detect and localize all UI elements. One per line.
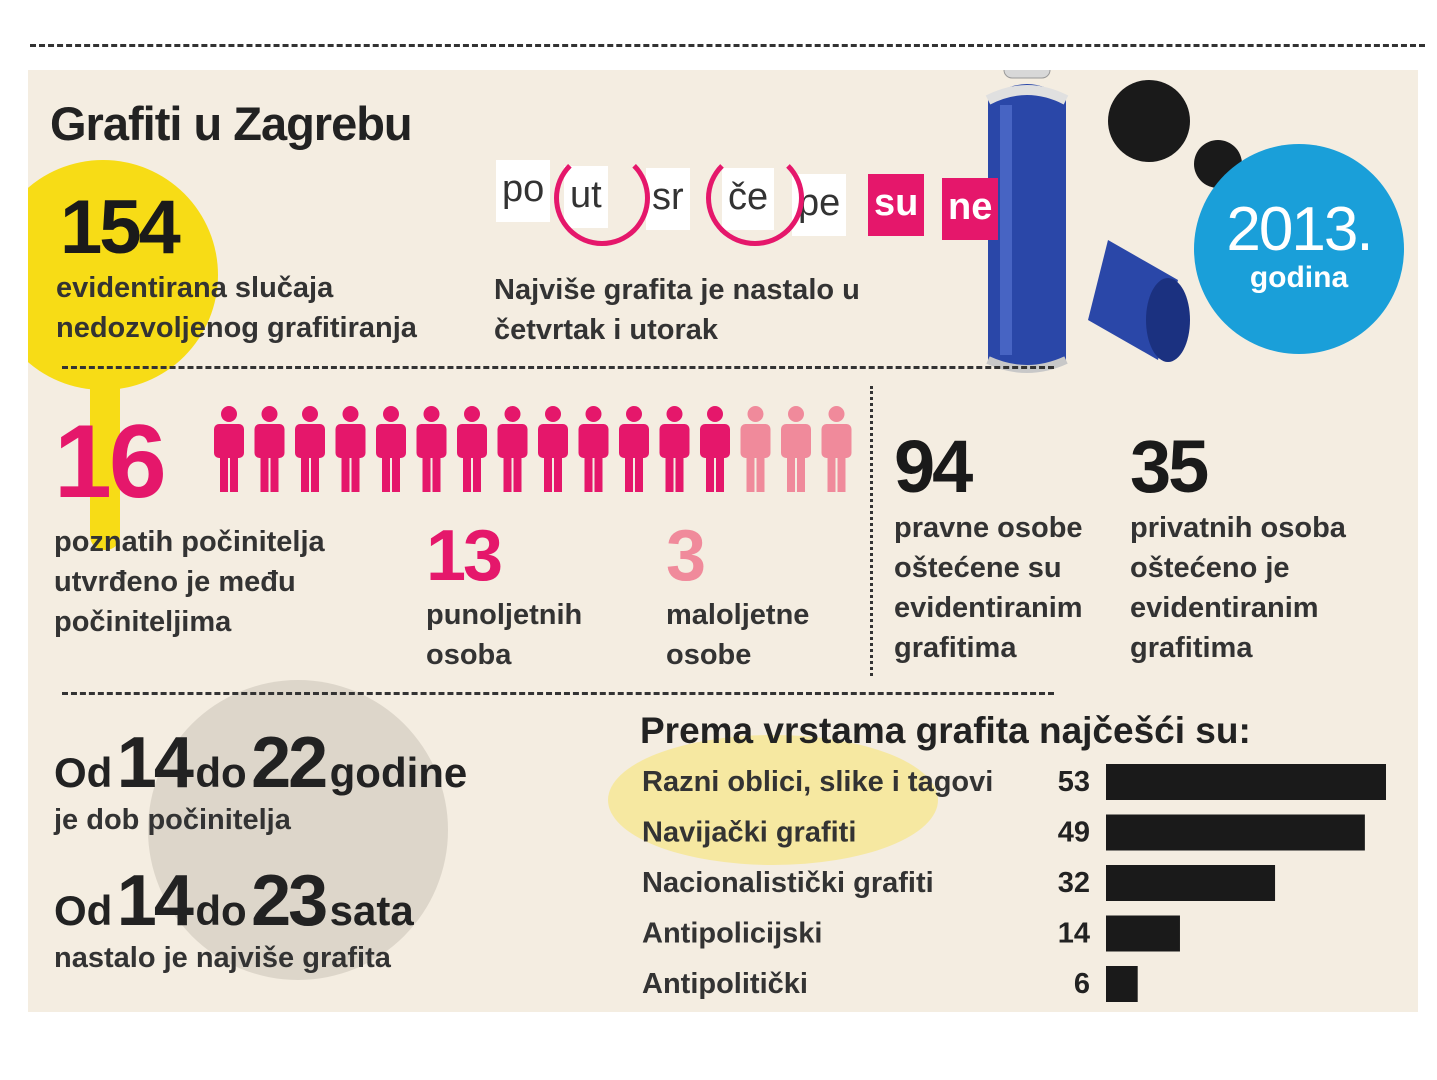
year-badge: 2013. godina [1194, 144, 1404, 354]
minor-person-icon [781, 406, 811, 492]
legal-text: pravne osobe oštećene su evidentiranim g… [894, 512, 1083, 664]
adult-person-icon [538, 406, 568, 492]
age-range-line: Od 14 do 22 godine [54, 723, 468, 803]
adults-text: punoljetnih osoba [426, 599, 583, 671]
word-su: su [868, 174, 925, 236]
cases-value: 154 [60, 185, 181, 270]
word-sr: sr [646, 168, 690, 230]
page-title: Grafiti u Zagrebu [50, 97, 413, 150]
adult-person-icon [376, 406, 406, 492]
top-divider [30, 44, 1425, 47]
adult-person-icon [214, 406, 244, 492]
divider-2 [62, 692, 1054, 695]
infographic-panel: Grafiti u Zagrebu 2013. godina 154 evide… [28, 70, 1418, 1012]
vertical-divider [870, 386, 873, 676]
adult-person-icon [457, 406, 487, 492]
minor-person-icon [740, 406, 771, 492]
grey-paint-splash [148, 680, 448, 980]
minors-text: maloljetne osobe [666, 599, 810, 671]
highlight-circle-ut [554, 150, 650, 246]
minor-person-icon [821, 406, 852, 492]
category-label: Navijački grafiti [642, 817, 856, 849]
year-text: 2013. [1226, 195, 1373, 264]
category-label: Razni oblici, slike i tagovi [642, 766, 993, 798]
year-subtext: godina [1249, 261, 1349, 294]
people-icons [212, 406, 862, 501]
category-label: Nacionalistički grafiti [642, 867, 934, 899]
adult-person-icon [416, 406, 447, 492]
bar-chart: Razni oblici, slike i tagovi 53 Navijački … [628, 760, 1398, 1012]
category-label: Antipolicijski [642, 918, 822, 950]
yellow-paint-drip [90, 370, 120, 550]
word-ne: ne [942, 178, 999, 240]
value-label: 6 [1074, 968, 1090, 1000]
word-po: po [496, 160, 551, 222]
cases-text: evidentirana slučaja nedozvoljenog grafi… [56, 272, 417, 344]
bar [1106, 966, 1138, 1002]
perpetrators-value: 16 [54, 404, 167, 520]
adult-person-icon [497, 406, 528, 492]
hours-text: nastalo je najviše grafita [54, 942, 391, 974]
category-label: Antipolitički [642, 968, 808, 1000]
bar [1106, 764, 1386, 800]
value-label: 32 [1058, 867, 1090, 899]
value-label: 53 [1058, 766, 1090, 798]
perpetrators-text: poznatih počinitelja utvrđeno je među po… [54, 526, 325, 638]
adult-person-icon [295, 406, 325, 492]
bar [1106, 915, 1180, 952]
adult-person-icon [700, 406, 730, 492]
yellow-paint-splash [28, 160, 218, 390]
adult-person-icon [619, 406, 649, 492]
adult-person-icon [335, 406, 366, 492]
age-text: je dob počinitelja [54, 804, 291, 836]
value-label: 14 [1058, 918, 1090, 950]
adult-person-icon [254, 406, 285, 492]
legal-value: 94 [894, 425, 973, 508]
divider-1 [62, 366, 1054, 369]
adult-person-icon [659, 406, 690, 492]
private-value: 35 [1130, 425, 1209, 508]
adults-value: 13 [426, 516, 503, 596]
spray-can-icon [978, 70, 1148, 380]
hours-range-line: Od 14 do 23 sata [54, 861, 414, 941]
highlight-circle-ce [706, 150, 804, 246]
black-paint-spot-large [1108, 80, 1190, 162]
adult-person-icon [578, 406, 609, 492]
bar [1106, 865, 1276, 901]
minors-value: 3 [666, 516, 706, 596]
days-text: Najviše grafita je nastalo u četvrtak i … [494, 274, 860, 346]
private-text: privatnih osoba oštećeno je evidentirani… [1130, 512, 1346, 664]
chart-title: Prema vrstama grafita najčešći su: [640, 710, 1251, 751]
yellow-paint-spray [608, 735, 938, 865]
bar [1106, 814, 1365, 851]
value-label: 49 [1058, 817, 1090, 849]
spray-cap-icon [1088, 220, 1198, 370]
